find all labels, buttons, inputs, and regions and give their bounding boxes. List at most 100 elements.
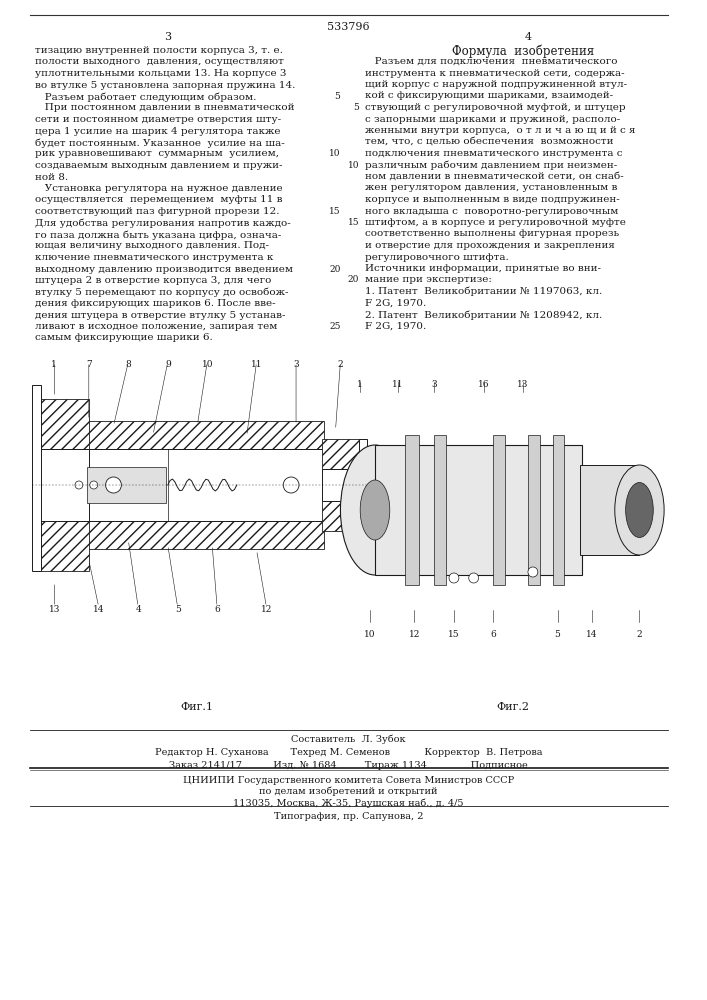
Text: го паза должна быть указана цифра, означа-: го паза должна быть указана цифра, означ…: [35, 230, 281, 239]
Text: ствующий с регулировочной муфтой, и штуцер: ствующий с регулировочной муфтой, и штуц…: [365, 103, 626, 112]
Text: 1: 1: [52, 360, 57, 369]
Text: 4: 4: [525, 32, 532, 42]
Text: 5: 5: [354, 103, 359, 112]
Text: Фиг.1: Фиг.1: [181, 702, 214, 712]
Text: ного вкладыша с  поворотно-регулировочным: ного вкладыша с поворотно-регулировочным: [365, 207, 619, 216]
Ellipse shape: [341, 445, 409, 575]
Text: Фиг.2: Фиг.2: [496, 702, 530, 712]
Circle shape: [528, 567, 538, 577]
Text: штифтом, а в корпусе и регулировочной муфте: штифтом, а в корпусе и регулировочной му…: [365, 218, 626, 227]
Text: Составитель  Л. Зубок: Составитель Л. Зубок: [291, 735, 406, 744]
Text: 7: 7: [86, 360, 92, 369]
Bar: [87, 449, 324, 521]
Ellipse shape: [626, 483, 653, 538]
Text: 8: 8: [125, 360, 132, 369]
Bar: [434, 435, 446, 585]
Circle shape: [469, 573, 479, 583]
Text: ключение пневматического инструмента к: ключение пневматического инструмента к: [35, 253, 273, 262]
Text: Разъем работает следующим образом.: Разъем работает следующим образом.: [35, 92, 256, 102]
Text: рик уравновешивают  суммарным  усилием,: рик уравновешивают суммарным усилием,: [35, 149, 279, 158]
Text: 15: 15: [448, 630, 460, 639]
Text: ной 8.: ной 8.: [35, 172, 68, 182]
Text: 5: 5: [554, 630, 561, 639]
Bar: [37, 521, 89, 571]
Text: 13: 13: [49, 605, 60, 614]
Text: 1. Патент  Великобритании № 1197063, кл.: 1. Патент Великобритании № 1197063, кл.: [365, 287, 602, 296]
Text: 12: 12: [261, 605, 272, 614]
Bar: [553, 435, 564, 585]
Ellipse shape: [360, 480, 390, 540]
Text: корпусе и выполненным в виде подпружинен-: корпусе и выполненным в виде подпружинен…: [365, 195, 620, 204]
Text: соответственно выполнены фигурная прорезь: соответственно выполнены фигурная прорез…: [365, 230, 619, 238]
Text: 15: 15: [348, 218, 359, 227]
Circle shape: [105, 477, 122, 493]
Text: и отверстие для прохождения и закрепления: и отверстие для прохождения и закреплени…: [365, 241, 615, 250]
Text: 5: 5: [334, 92, 341, 101]
Text: 13: 13: [518, 380, 529, 389]
Bar: [322, 501, 361, 531]
Text: втулку 5 перемещают по корпусу до освобож-: втулку 5 перемещают по корпусу до освобо…: [35, 288, 288, 297]
Text: инструмента к пневматической сети, содержа-: инструмента к пневматической сети, содер…: [365, 68, 625, 78]
Text: F 2G, 1970.: F 2G, 1970.: [365, 298, 426, 308]
Text: 20: 20: [329, 264, 341, 273]
Text: При постоянном давлении в пневматической: При постоянном давлении в пневматической: [35, 104, 294, 112]
Ellipse shape: [615, 465, 664, 555]
Text: 5: 5: [175, 605, 180, 614]
Text: соответствующий паз фигурной прорези 12.: соответствующий паз фигурной прорези 12.: [35, 207, 279, 216]
Text: 20: 20: [348, 275, 359, 284]
Text: дения фиксирующих шариков 6. После вве-: дения фиксирующих шариков 6. После вве-: [35, 299, 275, 308]
Text: тем, что, с целью обеспечения  возможности: тем, что, с целью обеспечения возможност…: [365, 137, 614, 146]
Circle shape: [90, 481, 98, 489]
Bar: [359, 439, 367, 531]
Text: выходному давлению производится введением: выходному давлению производится введение…: [35, 264, 293, 273]
Text: создаваемым выходным давлением и пружи-: создаваемым выходным давлением и пружи-: [35, 161, 282, 170]
Text: 2: 2: [636, 630, 642, 639]
Text: Источники информации, принятые во вни-: Источники информации, принятые во вни-: [365, 264, 601, 273]
Bar: [32, 385, 42, 571]
Text: Разъем для подключения  пневматического: Разъем для подключения пневматического: [365, 57, 618, 66]
Text: сети и постоянном диаметре отверстия шту-: сети и постоянном диаметре отверстия шту…: [35, 115, 281, 124]
Text: различным рабочим давлением при неизмен-: различным рабочим давлением при неизмен-: [365, 160, 617, 170]
Text: полости выходного  давления, осуществляют: полости выходного давления, осуществляют: [35, 57, 284, 66]
Text: самым фиксирующие шарики 6.: самым фиксирующие шарики 6.: [35, 334, 212, 342]
Text: 10: 10: [201, 360, 213, 369]
Text: тизацию внутренней полости корпуса 3, т. е.: тизацию внутренней полости корпуса 3, т.…: [35, 46, 282, 55]
Bar: [322, 439, 361, 469]
Text: 3: 3: [164, 32, 171, 42]
Text: ливают в исходное положение, запирая тем: ливают в исходное положение, запирая тем: [35, 322, 277, 331]
Text: с запорными шариками и пружиной, располо-: с запорными шариками и пружиной, располо…: [365, 114, 620, 123]
Bar: [493, 435, 506, 585]
Text: щий корпус с наружной подпружиненной втул-: щий корпус с наружной подпружиненной вту…: [365, 80, 627, 89]
Text: дения штуцера в отверстие втулку 5 устанав-: дения штуцера в отверстие втулку 5 устан…: [35, 310, 285, 320]
Text: 2. Патент  Великобритании № 1208942, кл.: 2. Патент Великобритании № 1208942, кл.: [365, 310, 602, 320]
Bar: [375, 445, 583, 575]
Text: штуцера 2 в отверстие корпуса 3, для чего: штуцера 2 в отверстие корпуса 3, для чег…: [35, 276, 271, 285]
Text: 10: 10: [329, 149, 341, 158]
Text: 533796: 533796: [327, 22, 370, 32]
Text: ном давлении в пневматической сети, он снаб-: ном давлении в пневматической сети, он с…: [365, 172, 624, 181]
Text: кой с фиксирующими шариками, взаимодей-: кой с фиксирующими шариками, взаимодей-: [365, 92, 613, 101]
Text: по делам изобретений и открытий: по делам изобретений и открытий: [259, 787, 438, 796]
Text: 6: 6: [491, 630, 496, 639]
Text: 12: 12: [409, 630, 420, 639]
Text: уплотнительными кольцами 13. На корпусе 3: уплотнительными кольцами 13. На корпусе …: [35, 69, 286, 78]
Text: 14: 14: [93, 605, 105, 614]
Text: 15: 15: [329, 207, 341, 216]
Bar: [404, 435, 419, 585]
Text: Редактор Н. Суханова       Техред М. Семенов           Корректор  В. Петрова: Редактор Н. Суханова Техред М. Семенов К…: [155, 748, 542, 757]
Text: 11: 11: [392, 380, 404, 389]
Text: F 2G, 1970.: F 2G, 1970.: [365, 322, 426, 330]
Text: 10: 10: [364, 630, 376, 639]
Text: мание при экспертизе:: мание при экспертизе:: [365, 275, 492, 284]
Bar: [322, 469, 361, 501]
Text: Заказ 2141/17          Изд. № 1684         Тираж 1134              Подписное: Заказ 2141/17 Изд. № 1684 Тираж 1134 Под…: [169, 761, 527, 770]
Text: 9: 9: [165, 360, 170, 369]
Text: 3: 3: [431, 380, 437, 389]
Text: регулировочного штифта.: регулировочного штифта.: [365, 252, 509, 261]
Bar: [87, 421, 324, 449]
Circle shape: [284, 477, 299, 493]
Text: 113035, Москва, Ж-35, Раушская наб., д. 4/5: 113035, Москва, Ж-35, Раушская наб., д. …: [233, 798, 464, 808]
Text: Для удобства регулирования напротив каждо-: Для удобства регулирования напротив кажд…: [35, 219, 291, 228]
Text: 3: 3: [293, 360, 299, 369]
Text: Типография, пр. Сапунова, 2: Типография, пр. Сапунова, 2: [274, 812, 423, 821]
